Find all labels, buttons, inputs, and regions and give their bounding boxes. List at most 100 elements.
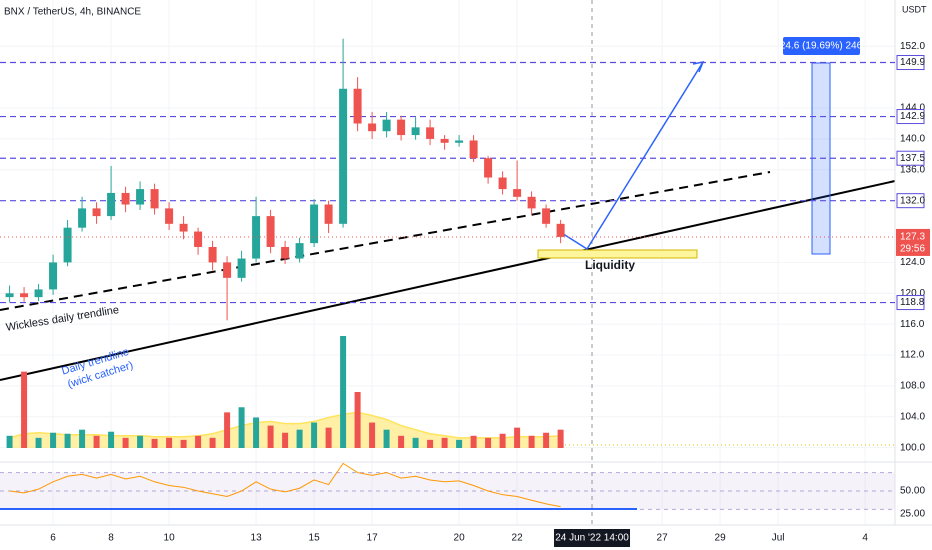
level-label: 142.9 bbox=[900, 111, 925, 122]
level-label-box bbox=[896, 55, 925, 71]
volume-bar bbox=[499, 433, 506, 448]
daily-trendline bbox=[0, 180, 896, 381]
volume-bar bbox=[122, 437, 129, 448]
liquidity-zone bbox=[537, 249, 698, 259]
volume-bar bbox=[296, 429, 303, 448]
volume-bar bbox=[108, 431, 115, 448]
volume-bar bbox=[64, 433, 71, 448]
candle-body bbox=[63, 227, 72, 263]
candle-body bbox=[440, 138, 449, 143]
y-tick-label: 104.0 bbox=[900, 411, 925, 422]
candle-body bbox=[556, 223, 565, 237]
y-tick-label: 112.0 bbox=[900, 350, 925, 361]
volume-ma-area bbox=[9, 412, 561, 448]
y-tick-label: 140.0 bbox=[900, 134, 925, 145]
candle-body bbox=[223, 262, 232, 278]
candle-body bbox=[310, 204, 319, 244]
candle-body bbox=[165, 208, 174, 224]
x-tick-label: 20 bbox=[454, 533, 466, 544]
x-tick-label: 15 bbox=[309, 533, 321, 544]
candle-body bbox=[498, 177, 507, 190]
volume-bar bbox=[35, 437, 42, 448]
volume-bar bbox=[209, 437, 216, 448]
candle-body bbox=[49, 262, 58, 290]
candle-body bbox=[455, 140, 464, 143]
volume-bar bbox=[267, 425, 274, 448]
volume-bar bbox=[514, 427, 521, 448]
volume-bar bbox=[195, 435, 202, 448]
x-tick-label: 17 bbox=[367, 533, 379, 544]
x-tick-label: 10 bbox=[164, 533, 176, 544]
candle-body bbox=[513, 189, 522, 197]
y-tick-label: 144.0 bbox=[900, 103, 925, 114]
volume-bar bbox=[224, 412, 231, 448]
liquidity-label: Liquidity bbox=[585, 258, 635, 272]
y-tick-label: 100.0 bbox=[900, 442, 925, 453]
candle-body bbox=[194, 231, 203, 247]
level-label: 149.9 bbox=[900, 57, 925, 68]
last-price-label: 127.3 bbox=[900, 232, 925, 243]
candle-body bbox=[34, 289, 43, 298]
back-layer bbox=[0, 0, 895, 525]
measure-label-box bbox=[783, 37, 860, 55]
level-label: 118.8 bbox=[900, 297, 925, 308]
volume-bar bbox=[441, 437, 448, 448]
candle-body bbox=[92, 208, 101, 217]
candle-body bbox=[121, 192, 130, 205]
candle-body bbox=[281, 246, 290, 259]
candle-body bbox=[484, 158, 493, 178]
candle-body bbox=[266, 216, 275, 247]
volume-bar bbox=[6, 435, 13, 448]
measure-label: 24.6 (19.69%) 246 bbox=[780, 41, 863, 52]
chart-title: BNX / TetherUS, 4h, BINANCE bbox=[4, 7, 141, 18]
level-label: 132.0 bbox=[900, 195, 925, 206]
volume-bar bbox=[238, 407, 245, 448]
candle-body bbox=[208, 246, 217, 263]
candle-body bbox=[179, 223, 188, 232]
volume-bar bbox=[427, 439, 434, 448]
candle-body bbox=[382, 119, 391, 132]
candle-body bbox=[339, 88, 348, 224]
candle-body bbox=[397, 119, 406, 136]
candle-body bbox=[426, 127, 435, 139]
x-tick-label: 27 bbox=[657, 533, 669, 544]
volume-bar bbox=[398, 435, 405, 448]
level-label-box bbox=[896, 193, 925, 209]
volume-bar bbox=[383, 429, 390, 448]
volume-bar bbox=[282, 432, 289, 448]
level-label-box bbox=[896, 109, 925, 125]
volume-bar bbox=[93, 435, 100, 448]
candle-body bbox=[324, 204, 333, 224]
candle-body bbox=[20, 293, 29, 298]
volume-bar bbox=[456, 439, 463, 448]
crosshair-label: 24 Jun '22 14:00 bbox=[555, 533, 629, 544]
volume-bar bbox=[557, 429, 564, 448]
y-tick-label: 124.0 bbox=[900, 257, 925, 268]
candle-body bbox=[295, 243, 304, 259]
candle-body bbox=[353, 88, 362, 124]
volume-bar bbox=[543, 432, 550, 448]
volume-bar bbox=[369, 422, 376, 448]
y-unit: USDT bbox=[902, 4, 927, 14]
candle-body bbox=[411, 127, 420, 136]
x-tick-label: 13 bbox=[251, 533, 263, 544]
volume-bar bbox=[79, 429, 86, 448]
volume-bar bbox=[528, 435, 535, 448]
last-price-box bbox=[896, 228, 930, 256]
level-label-box bbox=[896, 150, 925, 166]
volume-bar bbox=[325, 427, 332, 448]
projection-arrow bbox=[556, 61, 704, 251]
candle-body bbox=[368, 123, 377, 132]
volume-bar bbox=[354, 392, 361, 448]
x-tick-label: 22 bbox=[512, 533, 524, 544]
volume-bar bbox=[485, 437, 492, 448]
rsi-tick-label: 25.00 bbox=[900, 509, 925, 520]
volume-bar bbox=[151, 438, 158, 448]
rsi-tick-label: 50.00 bbox=[900, 486, 925, 497]
y-tick-label: 120.0 bbox=[900, 288, 925, 299]
candle-body bbox=[5, 293, 14, 298]
level-label: 137.5 bbox=[900, 153, 925, 164]
y-tick-label: 136.0 bbox=[900, 164, 925, 175]
